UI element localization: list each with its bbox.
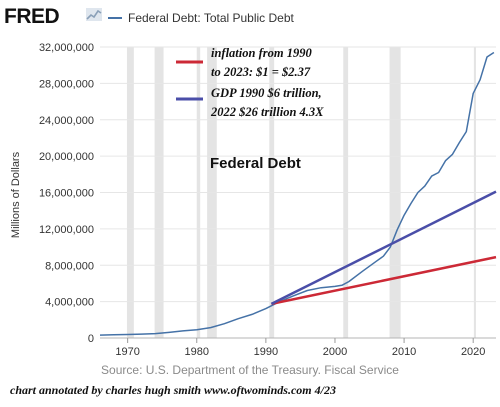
gdp-annotation-line-1: GDP 1990 $6 trillion, [211,86,322,100]
y-tick-label: 16,000,000 [39,188,94,200]
gdp-annotation-line-2: 2022 $26 trillion 4.3X [210,105,324,119]
footer-annotation: chart annotated by charles hugh smith ww… [10,383,336,397]
x-tick-label: 2020 [461,346,485,358]
y-tick-label: 28,000,000 [39,78,94,90]
debt-series-line [99,51,495,336]
x-axis-ticks: 1970 1980 1990 2000 2010 2020 [115,338,485,358]
fred-logo: FRED [4,5,60,28]
y-axis-label: Millions of Dollars [10,151,22,238]
x-tick-label: 1980 [185,346,209,358]
y-tick-label: 12,000,000 [39,224,94,236]
y-tick-label: 24,000,000 [39,115,94,127]
y-tick-label: 8,000,000 [45,260,94,272]
chart-title: Federal Debt [210,155,301,172]
line-chart-icon [86,8,102,21]
series-legend-swatch [108,17,122,19]
series-legend: Federal Debt: Total Public Debt [108,11,294,25]
annotation-legend: inflation from 1990 to 2023: $1 = $2.37 … [176,46,324,119]
inflation-trend-line [271,255,497,306]
series-legend-label: Federal Debt: Total Public Debt [128,11,294,25]
gridlines [100,46,496,339]
x-tick-label: 1990 [254,346,278,358]
y-tick-label: 20,000,000 [39,151,94,163]
y-axis-ticks: 0 4,000,000 8,000,000 12,000,000 16,000,000 2… [39,42,94,345]
y-tick-label: 4,000,000 [45,297,94,309]
y-tick-label: 0 [88,333,94,345]
x-tick-label: 1970 [115,346,139,358]
x-tick-label: 2010 [392,346,416,358]
inflation-annotation-line-2: to 2023: $1 = $2.37 [211,65,311,79]
inflation-annotation-line-1: inflation from 1990 [211,46,312,60]
y-tick-label: 32,000,000 [39,42,94,54]
gdp-trend-line [270,190,497,306]
x-tick-label: 2000 [323,346,347,358]
series-lines [99,51,497,336]
source-note: Source: U.S. Department of the Treasury.… [101,363,399,377]
